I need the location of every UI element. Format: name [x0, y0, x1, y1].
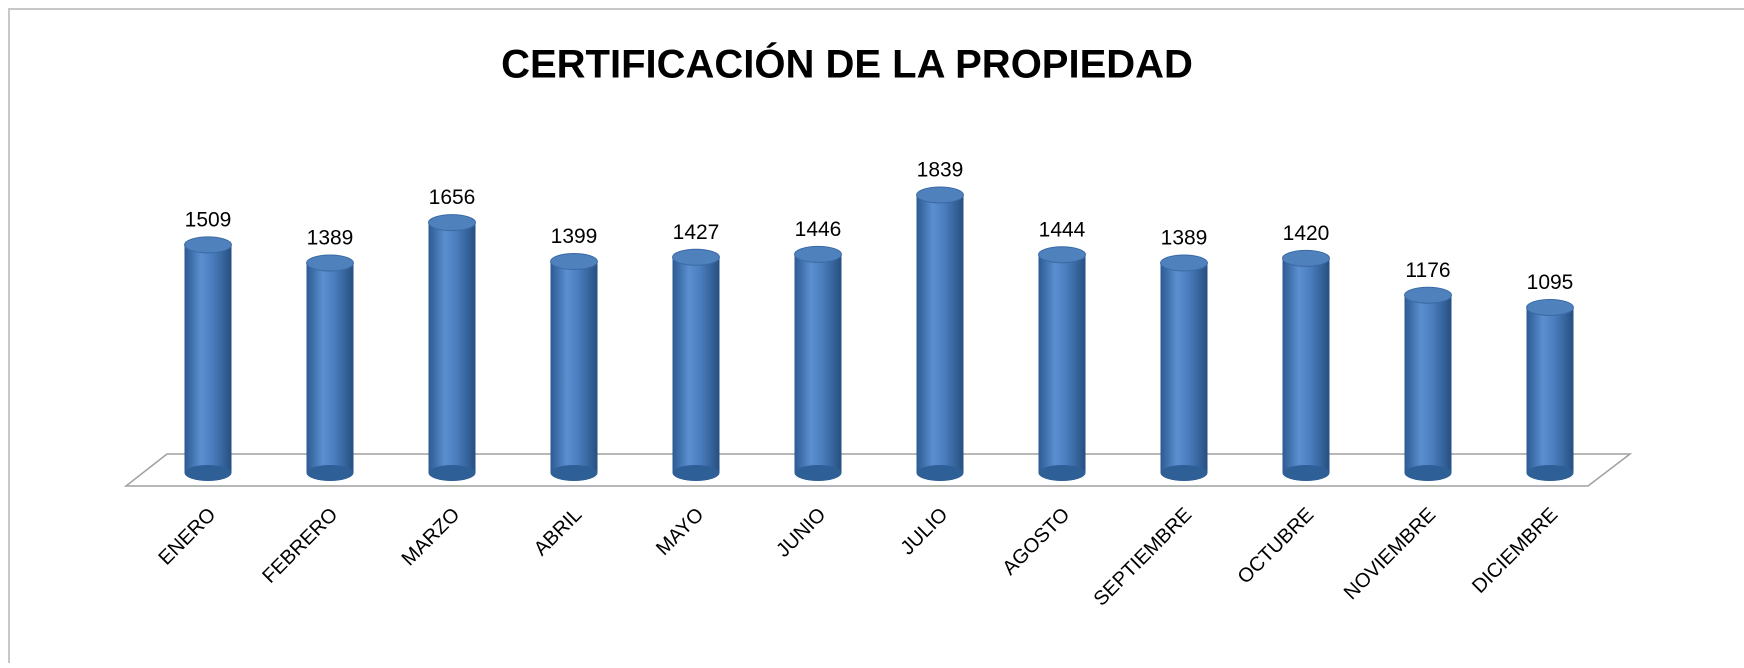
value-label: 1427	[673, 221, 720, 244]
bar-top	[916, 186, 964, 204]
value-label: 1656	[429, 186, 476, 209]
bar-top	[428, 214, 476, 232]
value-label: 1444	[1039, 218, 1086, 241]
bar-base	[1404, 465, 1452, 481]
bar-base	[184, 465, 232, 481]
bar-top	[794, 245, 842, 263]
value-label: 1420	[1283, 222, 1330, 245]
bar	[1282, 258, 1330, 473]
bar-top	[672, 248, 720, 266]
bar-top	[184, 236, 232, 254]
bar	[916, 195, 964, 473]
bar	[1404, 295, 1452, 473]
bar-base	[672, 465, 720, 481]
value-label: 1176	[1405, 259, 1450, 282]
bar	[1160, 263, 1208, 473]
bar	[1038, 254, 1086, 473]
bar-base	[1038, 465, 1086, 481]
bar	[306, 263, 354, 473]
chart-frame	[8, 8, 1744, 668]
value-label: 1446	[795, 218, 842, 241]
chart-title: CERTIFICACIÓN DE LA PROPIEDAD	[501, 41, 1193, 87]
bar-base	[1160, 465, 1208, 481]
value-label: 1389	[307, 227, 354, 250]
bar-top	[550, 253, 598, 271]
bar-top	[1282, 249, 1330, 267]
bar-top	[306, 254, 354, 272]
value-label: 1389	[1161, 227, 1208, 250]
bar	[184, 244, 232, 473]
floor	[123, 453, 1633, 487]
bar-base	[428, 465, 476, 481]
bar	[428, 222, 476, 473]
bar-base	[306, 465, 354, 481]
bar-base	[550, 465, 598, 481]
bar	[794, 254, 842, 473]
bar	[672, 257, 720, 473]
bar	[1526, 307, 1574, 473]
bar-top	[1038, 246, 1086, 264]
value-label: 1509	[185, 208, 232, 231]
value-label: 1839	[917, 159, 964, 182]
bar-base	[916, 465, 964, 481]
bar-base	[1282, 465, 1330, 481]
bar-base	[1526, 465, 1574, 481]
bar-top	[1160, 254, 1208, 272]
bar	[550, 261, 598, 473]
value-label: 1095	[1527, 271, 1574, 294]
bar-base	[794, 465, 842, 481]
bar-top	[1404, 286, 1452, 304]
value-label: 1399	[551, 225, 598, 248]
bar-top	[1526, 298, 1574, 316]
